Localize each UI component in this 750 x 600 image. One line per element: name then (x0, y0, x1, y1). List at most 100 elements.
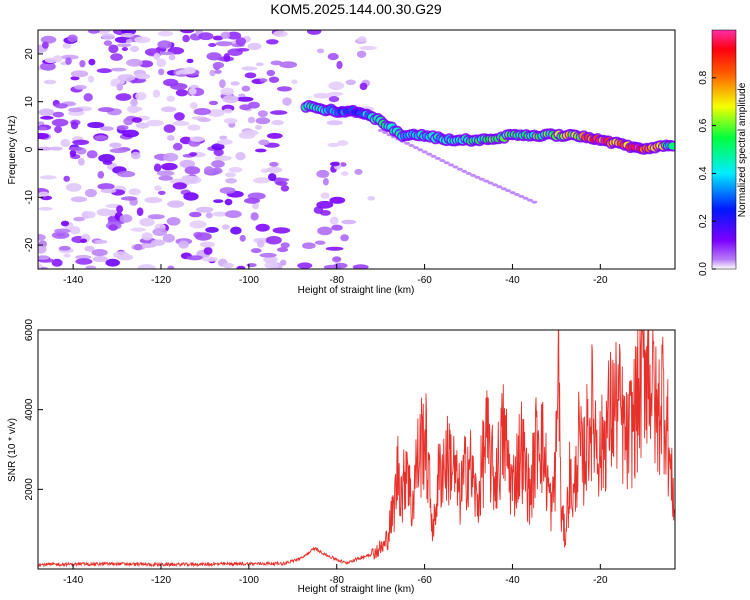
faint-branch-blob (496, 185, 503, 189)
noise-blob (129, 45, 140, 53)
noise-blob (220, 87, 235, 96)
noise-blob (122, 129, 139, 138)
noise-blob (38, 207, 53, 211)
noise-blob (101, 33, 115, 40)
noise-blob (158, 190, 166, 195)
noise-blob (221, 224, 230, 230)
noise-blob (252, 177, 271, 184)
noise-blob (242, 129, 259, 136)
faint-branch-blob (465, 172, 472, 175)
noise-blob (266, 69, 276, 77)
noise-blob (223, 108, 233, 114)
snr-frame (37, 329, 676, 570)
noise-blob (40, 115, 54, 120)
noise-blob (60, 54, 79, 60)
noise-blob (40, 35, 57, 44)
noise-blob (239, 234, 246, 242)
spectrogram-y-ticks: -20 -10 0 10 20 (24, 48, 43, 252)
noise-blob (65, 57, 72, 65)
noise-blob (116, 205, 124, 213)
noise-blob (259, 252, 277, 258)
noise-blob (244, 197, 260, 204)
faint-branch-blob (426, 152, 433, 156)
noise-blob (214, 69, 222, 74)
figure-title: KOM5.2025.144.00.30.G29 (270, 1, 441, 17)
noise-blob (244, 72, 257, 79)
noise-blob (215, 41, 233, 47)
noise-blob (212, 35, 224, 41)
noise-blob (247, 116, 256, 124)
faint-branch-blob (509, 191, 516, 195)
noise-blob (51, 118, 69, 127)
noise-blob (105, 258, 120, 267)
noise-blob (332, 256, 342, 263)
noise-blob (224, 172, 236, 178)
noise-blob (75, 254, 92, 260)
noise-blob (167, 265, 175, 269)
noise-blob (88, 30, 100, 34)
noise-blob (211, 167, 223, 175)
noise-blob (246, 263, 257, 268)
noise-blob (85, 265, 96, 269)
noise-blob (277, 247, 289, 253)
noise-blob (84, 188, 97, 198)
noise-blob (280, 242, 290, 249)
noise-blob (255, 62, 264, 67)
noise-blob (205, 226, 219, 233)
noise-blob (200, 241, 215, 248)
noise-blob (84, 245, 95, 252)
snr-panel: -140 -120 -100 -80 -60 -40 -20 2000 4000 6000 He… (7, 318, 676, 595)
noise-blob (70, 70, 89, 78)
noise-blob (42, 41, 49, 49)
faint-branch-blob (483, 179, 490, 183)
noise-blob (158, 175, 173, 181)
noise-blob (263, 256, 278, 264)
noise-blob (197, 117, 211, 122)
noise-blob (73, 216, 85, 222)
noise-blob (275, 180, 288, 186)
noise-blob (109, 148, 128, 154)
noise-blob (100, 126, 114, 131)
noise-blob (98, 154, 115, 163)
noise-blob (96, 208, 112, 217)
noise-blob (189, 136, 205, 142)
noise-blob (327, 142, 340, 148)
noise-blob (205, 212, 213, 219)
noise-blob (189, 102, 198, 109)
noise-blob (257, 110, 268, 118)
noise-blob (198, 32, 214, 41)
noise-blob (230, 81, 240, 86)
noise-blob (271, 119, 284, 126)
noise-blob (116, 125, 129, 131)
noise-blob (213, 199, 224, 204)
noise-blob (219, 135, 228, 140)
noise-blob (204, 166, 214, 175)
noise-blob (86, 150, 98, 159)
noise-blob (235, 37, 246, 46)
noise-blob (357, 36, 367, 43)
noise-blob (116, 83, 124, 91)
noise-blob (280, 185, 290, 192)
noise-blob (211, 160, 225, 168)
noise-blob (157, 40, 172, 49)
x-tick-label: -140 (63, 575, 83, 586)
faint-branch-blob (452, 165, 459, 169)
noise-blob (152, 89, 161, 98)
noise-blob (352, 264, 369, 269)
noise-blob (117, 43, 132, 47)
noise-blob (264, 261, 279, 269)
noise-blob (356, 50, 367, 58)
noise-blob (65, 183, 82, 192)
x-tick-label: -140 (63, 275, 83, 286)
x-tick-label: -80 (330, 275, 345, 286)
noise-blob (331, 224, 343, 231)
faint-branch-blob (382, 131, 389, 134)
noise-blob (168, 54, 176, 61)
faint-branch-blob (448, 163, 455, 167)
noise-blob (63, 175, 70, 182)
noise-blob (68, 146, 83, 151)
noise-blob (138, 243, 157, 249)
noise-blob (259, 78, 268, 83)
noise-blob (201, 256, 218, 262)
noise-blob (91, 249, 108, 257)
